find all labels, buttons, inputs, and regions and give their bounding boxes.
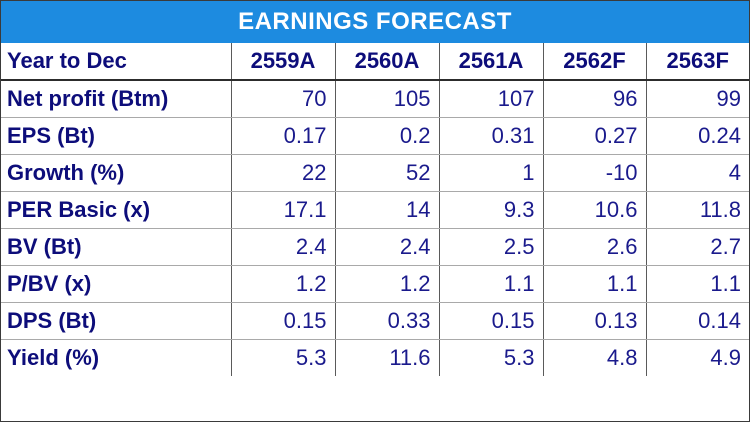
table-cell: 17.1 — [231, 191, 336, 229]
table-row: Net profit (Btm) 70 105 107 96 99 — [1, 80, 749, 118]
row-label: EPS (Bt) — [1, 117, 232, 155]
table-cell: 1.1 — [439, 265, 544, 303]
table-cell: 70 — [231, 80, 336, 118]
table-cell: 1 — [439, 154, 544, 192]
table-cell: 1.2 — [335, 265, 440, 303]
table-cell: 11.8 — [646, 191, 749, 229]
table-cell: 0.24 — [646, 117, 749, 155]
row-label: Yield (%) — [1, 339, 232, 376]
row-label: P/BV (x) — [1, 265, 232, 303]
table-cell: 0.31 — [439, 117, 544, 155]
table-row: DPS (Bt) 0.15 0.33 0.15 0.13 0.14 — [1, 302, 749, 340]
table-row: Yield (%) 5.3 11.6 5.3 4.8 4.9 — [1, 339, 749, 376]
table-cell: 10.6 — [543, 191, 647, 229]
table-cell: 9.3 — [439, 191, 544, 229]
table-cell: 0.17 — [231, 117, 336, 155]
table-cell: 4.9 — [710, 344, 741, 370]
table-cell: 4.8 — [543, 339, 647, 376]
table-cell: 0.15 — [439, 302, 544, 340]
table-cell: 2.4 — [231, 228, 336, 266]
table-cell: 105 — [335, 80, 440, 118]
table-row: Growth (%) 22 52 1 -10 4 — [1, 154, 749, 192]
row-label: BV (Bt) — [1, 228, 232, 266]
row-label: DPS (Bt) — [1, 302, 232, 340]
earnings-forecast-table: Year to Dec 2559A 2560A 2561A 2562F 2563… — [1, 43, 749, 376]
column-header: 2560A — [335, 43, 440, 81]
header-row: Year to Dec 2559A 2560A 2561A 2562F 2563… — [1, 43, 749, 81]
table-cell: 0.15 — [231, 302, 336, 340]
row-label: Net profit (Btm) — [1, 80, 232, 118]
row-label: PER Basic (x) — [1, 191, 232, 229]
table-cell: 2.6 — [543, 228, 647, 266]
table-cell: 4 — [646, 154, 749, 192]
table-cell: 1.1 — [543, 265, 647, 303]
table-cell: 5.3 — [439, 339, 544, 376]
table-cell: 0.33 — [335, 302, 440, 340]
table-title: EARNINGS FORECAST — [1, 1, 749, 43]
column-header: 2563F — [646, 43, 749, 81]
table-cell: 0.2 — [335, 117, 440, 155]
table-cell: 0.13 — [543, 302, 647, 340]
table-cell: 22 — [231, 154, 336, 192]
table-cell: 107 — [439, 80, 544, 118]
table-cell: 1.2 — [231, 265, 336, 303]
table-row: PER Basic (x) 17.1 14 9.3 10.6 11.8 — [1, 191, 749, 229]
column-header: 2562F — [543, 43, 647, 81]
column-header: 2561A — [439, 43, 544, 81]
table-row: BV (Bt) 2.4 2.4 2.5 2.6 2.7 — [1, 228, 749, 266]
table-cell: 1.1 — [646, 265, 749, 303]
column-header: 2559A — [231, 43, 336, 81]
table-row: EPS (Bt) 0.17 0.2 0.31 0.27 0.24 — [1, 117, 749, 155]
table-cell: -10 — [543, 154, 647, 192]
table-row: P/BV (x) 1.2 1.2 1.1 1.1 1.1 — [1, 265, 749, 303]
row-label: Growth (%) — [1, 154, 232, 192]
table-cell: 14 — [335, 191, 440, 229]
table-cell: 2.4 — [335, 228, 440, 266]
table-cell: 2.5 — [439, 228, 544, 266]
table-cell: 0.27 — [543, 117, 647, 155]
table-cell: 52 — [335, 154, 440, 192]
table-cell: 99 — [646, 80, 749, 118]
table-cell: 2.7 — [646, 228, 749, 266]
table-cell: 11.6 — [335, 339, 440, 376]
table-cell: 96 — [543, 80, 647, 118]
table-cell: 5.3 — [231, 339, 336, 376]
header-label: Year to Dec — [1, 43, 232, 81]
table-cell: 0.14 — [646, 302, 749, 340]
